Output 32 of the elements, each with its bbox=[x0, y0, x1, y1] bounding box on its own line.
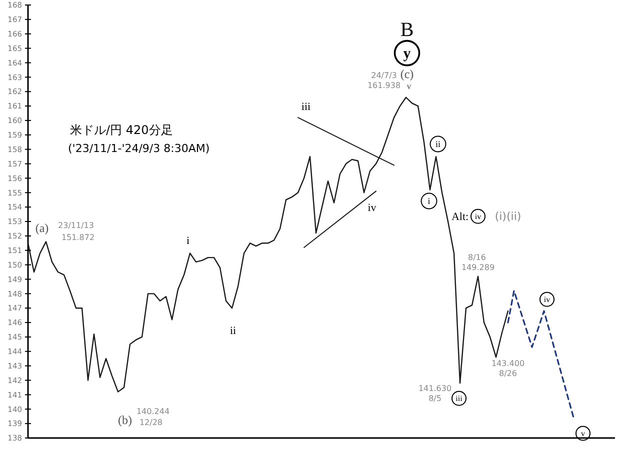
annotation: i bbox=[186, 235, 190, 247]
annotation: (a) bbox=[35, 221, 49, 235]
annotation: (c) bbox=[400, 67, 414, 81]
annotation: 143.400 bbox=[491, 359, 525, 368]
annotation: Alt: bbox=[451, 211, 469, 223]
annotation: iv bbox=[474, 212, 482, 221]
text: 米ドル/円 420分足 bbox=[70, 123, 173, 137]
annotation: y bbox=[403, 46, 412, 62]
annotation: 23/11/13 bbox=[58, 221, 94, 230]
annotation: ii bbox=[435, 139, 441, 149]
annotation: iv bbox=[544, 295, 550, 304]
annotation: 12/28 bbox=[139, 418, 163, 427]
annotation: (i)(ii) bbox=[494, 210, 522, 223]
annotation: 141.630 bbox=[418, 384, 452, 393]
annotation: B bbox=[400, 19, 414, 41]
annotation: 8/26 bbox=[499, 369, 517, 378]
annotation: (b) bbox=[118, 413, 132, 427]
annotation: 161.938 bbox=[367, 81, 401, 90]
annotation: 140.244 bbox=[136, 407, 170, 416]
annotation: v bbox=[581, 429, 585, 438]
annotation: iv bbox=[368, 202, 377, 214]
annotation: 8/16 bbox=[468, 253, 486, 262]
annotation: 151.872 bbox=[61, 233, 95, 242]
annotation: v bbox=[406, 81, 412, 91]
annotation: iii bbox=[301, 101, 311, 113]
text: ('23/11/1-'24/9/3 8:30AM) bbox=[68, 142, 210, 155]
annotation: 8/5 bbox=[428, 394, 442, 403]
annotation: 149.289 bbox=[461, 263, 495, 272]
annotation: i bbox=[428, 196, 431, 206]
annotation: 24/7/3 bbox=[371, 71, 397, 80]
annotation: ii bbox=[230, 325, 236, 337]
annotation: iii bbox=[456, 394, 464, 403]
